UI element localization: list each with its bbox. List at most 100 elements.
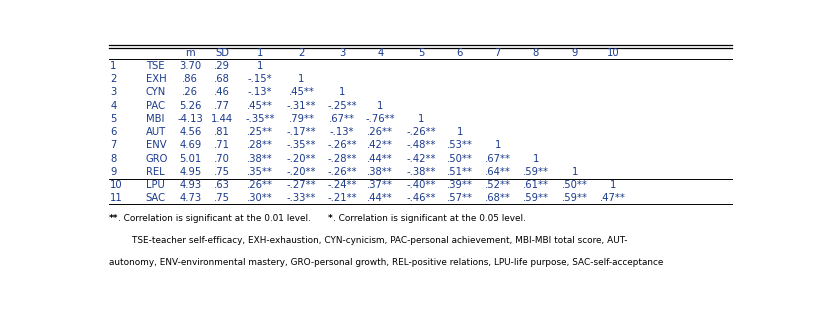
Text: 1: 1 [256,48,263,58]
Text: -.24**: -.24** [327,180,356,190]
Text: -.35**: -.35** [245,114,274,124]
Text: 11: 11 [110,193,123,203]
Text: 1: 1 [494,140,500,150]
Text: .37**: .37** [367,180,392,190]
Text: 6: 6 [110,127,116,137]
Text: .71: .71 [214,140,229,150]
Text: .53**: .53** [446,140,472,150]
Text: .42**: .42** [367,140,392,150]
Text: 1: 1 [377,101,383,111]
Text: 10: 10 [110,180,123,190]
Text: . Correlation is significant at the 0.01 level.: . Correlation is significant at the 0.01… [118,214,333,223]
Text: .59**: .59** [561,193,587,203]
Text: -.28**: -.28** [327,154,356,164]
Text: .26: .26 [182,87,198,97]
Text: PAC: PAC [146,101,165,111]
Text: -.13*: -.13* [247,87,272,97]
Text: .63: .63 [214,180,229,190]
Text: .46: .46 [214,87,229,97]
Text: MBI: MBI [146,114,164,124]
Text: 10: 10 [606,48,618,58]
Text: 3.70: 3.70 [179,61,201,71]
Text: SAC: SAC [146,193,165,203]
Text: 1.44: 1.44 [210,114,233,124]
Text: AUT: AUT [146,127,165,137]
Text: .35**: .35** [247,167,273,177]
Text: .38**: .38** [247,154,273,164]
Text: .50**: .50** [561,180,587,190]
Text: 8: 8 [110,154,116,164]
Text: 4.93: 4.93 [179,180,201,190]
Text: .70: .70 [214,154,229,164]
Text: .38**: .38** [367,167,392,177]
Text: .86: .86 [182,74,198,84]
Text: .26**: .26** [367,127,393,137]
Text: -.26**: -.26** [405,127,435,137]
Text: -.21**: -.21** [327,193,356,203]
Text: 2: 2 [298,48,304,58]
Text: 4: 4 [110,101,116,111]
Text: 5: 5 [417,48,423,58]
Text: .75: .75 [214,167,229,177]
Text: .50**: .50** [446,154,472,164]
Text: -4.13: -4.13 [177,114,203,124]
Text: 5.26: 5.26 [179,101,201,111]
Text: 9: 9 [110,167,116,177]
Text: -.42**: -.42** [405,154,435,164]
Text: -.33**: -.33** [287,193,315,203]
Text: 7: 7 [494,48,500,58]
Text: -.40**: -.40** [405,180,435,190]
Text: .59**: .59** [523,193,548,203]
Text: .57**: .57** [446,193,472,203]
Text: ENV: ENV [146,140,166,150]
Text: -.46**: -.46** [405,193,435,203]
Text: CYN: CYN [146,87,165,97]
Text: -.15*: -.15* [247,74,272,84]
Text: .81: .81 [214,127,229,137]
Text: EXH: EXH [146,74,166,84]
Text: .45**: .45** [288,87,314,97]
Text: 5.01: 5.01 [179,154,201,164]
Text: .25**: .25** [247,127,273,137]
Text: 4.95: 4.95 [179,167,201,177]
Text: *: * [328,214,333,223]
Text: -.27**: -.27** [287,180,316,190]
Text: -.20**: -.20** [287,154,316,164]
Text: -.13*: -.13* [329,127,354,137]
Text: m: m [185,48,195,58]
Text: .47**: .47** [600,193,625,203]
Text: -.38**: -.38** [405,167,435,177]
Text: .68**: .68** [484,193,510,203]
Text: 1: 1 [417,114,423,124]
Text: .39**: .39** [446,180,472,190]
Text: 1: 1 [298,74,304,84]
Text: .52**: .52** [484,180,510,190]
Text: .61**: .61** [523,180,548,190]
Text: .51**: .51** [446,167,472,177]
Text: -.20**: -.20** [287,167,316,177]
Text: -.48**: -.48** [405,140,435,150]
Text: .79**: .79** [288,114,314,124]
Text: 4: 4 [377,48,382,58]
Text: 5: 5 [110,114,116,124]
Text: .59**: .59** [523,167,548,177]
Text: SD: SD [215,48,229,58]
Text: 1: 1 [256,61,263,71]
Text: 7: 7 [110,140,116,150]
Text: . Correlation is significant at the 0.05 level.: . Correlation is significant at the 0.05… [333,214,525,223]
Text: -.26**: -.26** [327,167,356,177]
Text: -.35**: -.35** [287,140,316,150]
Text: **: ** [109,214,118,223]
Text: 4.69: 4.69 [179,140,201,150]
Text: 4.56: 4.56 [179,127,201,137]
Text: autonomy, ENV-environmental mastery, GRO-personal growth, REL-positive relations: autonomy, ENV-environmental mastery, GRO… [109,258,663,266]
Text: -.26**: -.26** [327,140,356,150]
Text: -.76**: -.76** [365,114,395,124]
Text: .44**: .44** [367,193,392,203]
Text: 3: 3 [338,48,345,58]
Text: 1: 1 [110,61,116,71]
Text: .26**: .26** [247,180,273,190]
Text: 6: 6 [456,48,462,58]
Text: -.25**: -.25** [327,101,356,111]
Text: 3: 3 [110,87,116,97]
